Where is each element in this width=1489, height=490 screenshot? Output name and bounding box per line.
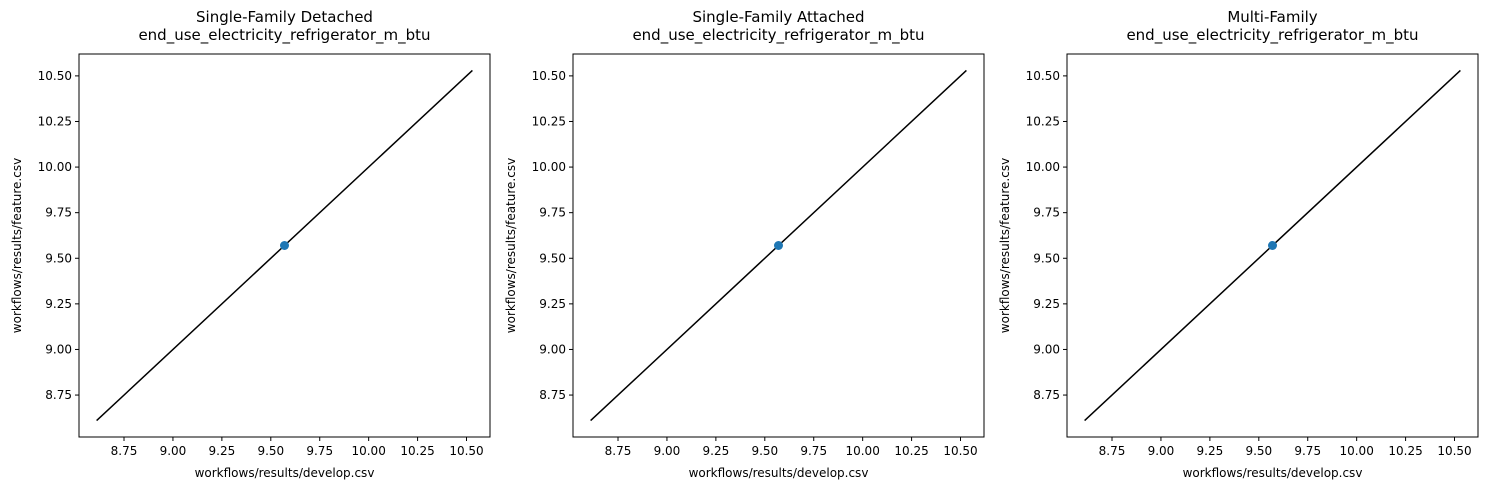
data-point (280, 241, 289, 250)
y-tick-label: 9.75 (539, 206, 566, 220)
y-tick-label: 9.25 (539, 297, 566, 311)
chart-title: Multi-Family (1227, 8, 1317, 26)
x-tick-label: 9.50 (1245, 444, 1272, 458)
y-tick-label: 10.50 (38, 69, 72, 83)
x-tick-label: 10.50 (943, 444, 977, 458)
x-tick-label: 9.50 (257, 444, 284, 458)
chart-panel-2: Single-Family Attachedend_use_electricit… (504, 8, 985, 480)
x-tick-label: 8.75 (111, 444, 138, 458)
plot-frame (572, 53, 985, 438)
x-tick-label: 9.00 (1148, 444, 1175, 458)
y-axis-label: workflows/results/feature.csv (504, 158, 518, 333)
chart-panel-3: Multi-Familyend_use_electricity_refriger… (998, 8, 1479, 480)
y-tick-label: 10.50 (1026, 69, 1060, 83)
data-point (1268, 241, 1277, 250)
x-tick-label: 9.75 (800, 444, 827, 458)
x-tick-label: 9.75 (306, 444, 333, 458)
data-point (774, 241, 783, 250)
x-axis-label: workflows/results/develop.csv (1183, 466, 1363, 480)
x-tick-label: 10.25 (894, 444, 928, 458)
x-tick-label: 10.25 (1388, 444, 1422, 458)
y-tick-label: 9.00 (539, 342, 566, 356)
y-tick-label: 9.25 (45, 297, 72, 311)
x-tick-label: 9.25 (209, 444, 236, 458)
x-tick-label: 10.00 (1339, 444, 1373, 458)
y-tick-label: 10.25 (38, 114, 72, 128)
x-tick-label: 10.25 (400, 444, 434, 458)
chart-subtitle: end_use_electricity_refrigerator_m_btu (1126, 26, 1418, 45)
x-axis-label: workflows/results/develop.csv (195, 466, 375, 480)
chart-title: Single-Family Detached (196, 8, 373, 26)
x-tick-label: 10.00 (351, 444, 385, 458)
x-tick-label: 8.75 (1099, 444, 1126, 458)
x-tick-label: 8.75 (605, 444, 632, 458)
x-tick-label: 10.50 (449, 444, 483, 458)
y-axis-label: workflows/results/feature.csv (10, 158, 24, 333)
y-tick-label: 10.25 (1026, 114, 1060, 128)
x-tick-label: 9.25 (703, 444, 730, 458)
y-tick-label: 8.75 (1033, 388, 1060, 402)
chart-subtitle: end_use_electricity_refrigerator_m_btu (632, 26, 924, 45)
chart-subtitle: end_use_electricity_refrigerator_m_btu (138, 26, 430, 45)
y-tick-label: 9.75 (1033, 206, 1060, 220)
chart-panel-1: Single-Family Detachedend_use_electricit… (10, 8, 491, 480)
y-tick-label: 9.75 (45, 206, 72, 220)
y-axis-label: workflows/results/feature.csv (998, 158, 1012, 333)
y-tick-label: 9.50 (1033, 251, 1060, 265)
y-tick-label: 9.50 (45, 251, 72, 265)
x-tick-label: 9.00 (160, 444, 187, 458)
plot-frame (78, 53, 491, 438)
x-tick-label: 10.00 (845, 444, 879, 458)
y-tick-label: 9.50 (539, 251, 566, 265)
x-tick-label: 9.75 (1294, 444, 1321, 458)
y-tick-label: 8.75 (539, 388, 566, 402)
y-tick-label: 10.50 (532, 69, 566, 83)
x-tick-label: 10.50 (1437, 444, 1471, 458)
x-tick-label: 9.00 (654, 444, 681, 458)
y-tick-label: 10.00 (532, 160, 566, 174)
y-tick-label: 8.75 (45, 388, 72, 402)
x-tick-label: 9.50 (751, 444, 778, 458)
y-tick-label: 9.00 (45, 342, 72, 356)
x-axis-label: workflows/results/develop.csv (689, 466, 869, 480)
y-tick-label: 10.00 (1026, 160, 1060, 174)
y-tick-label: 9.25 (1033, 297, 1060, 311)
chart-title: Single-Family Attached (692, 8, 864, 26)
y-tick-label: 9.00 (1033, 342, 1060, 356)
plot-frame (1066, 53, 1479, 438)
y-tick-label: 10.00 (38, 160, 72, 174)
y-tick-label: 10.25 (532, 114, 566, 128)
x-tick-label: 9.25 (1197, 444, 1224, 458)
